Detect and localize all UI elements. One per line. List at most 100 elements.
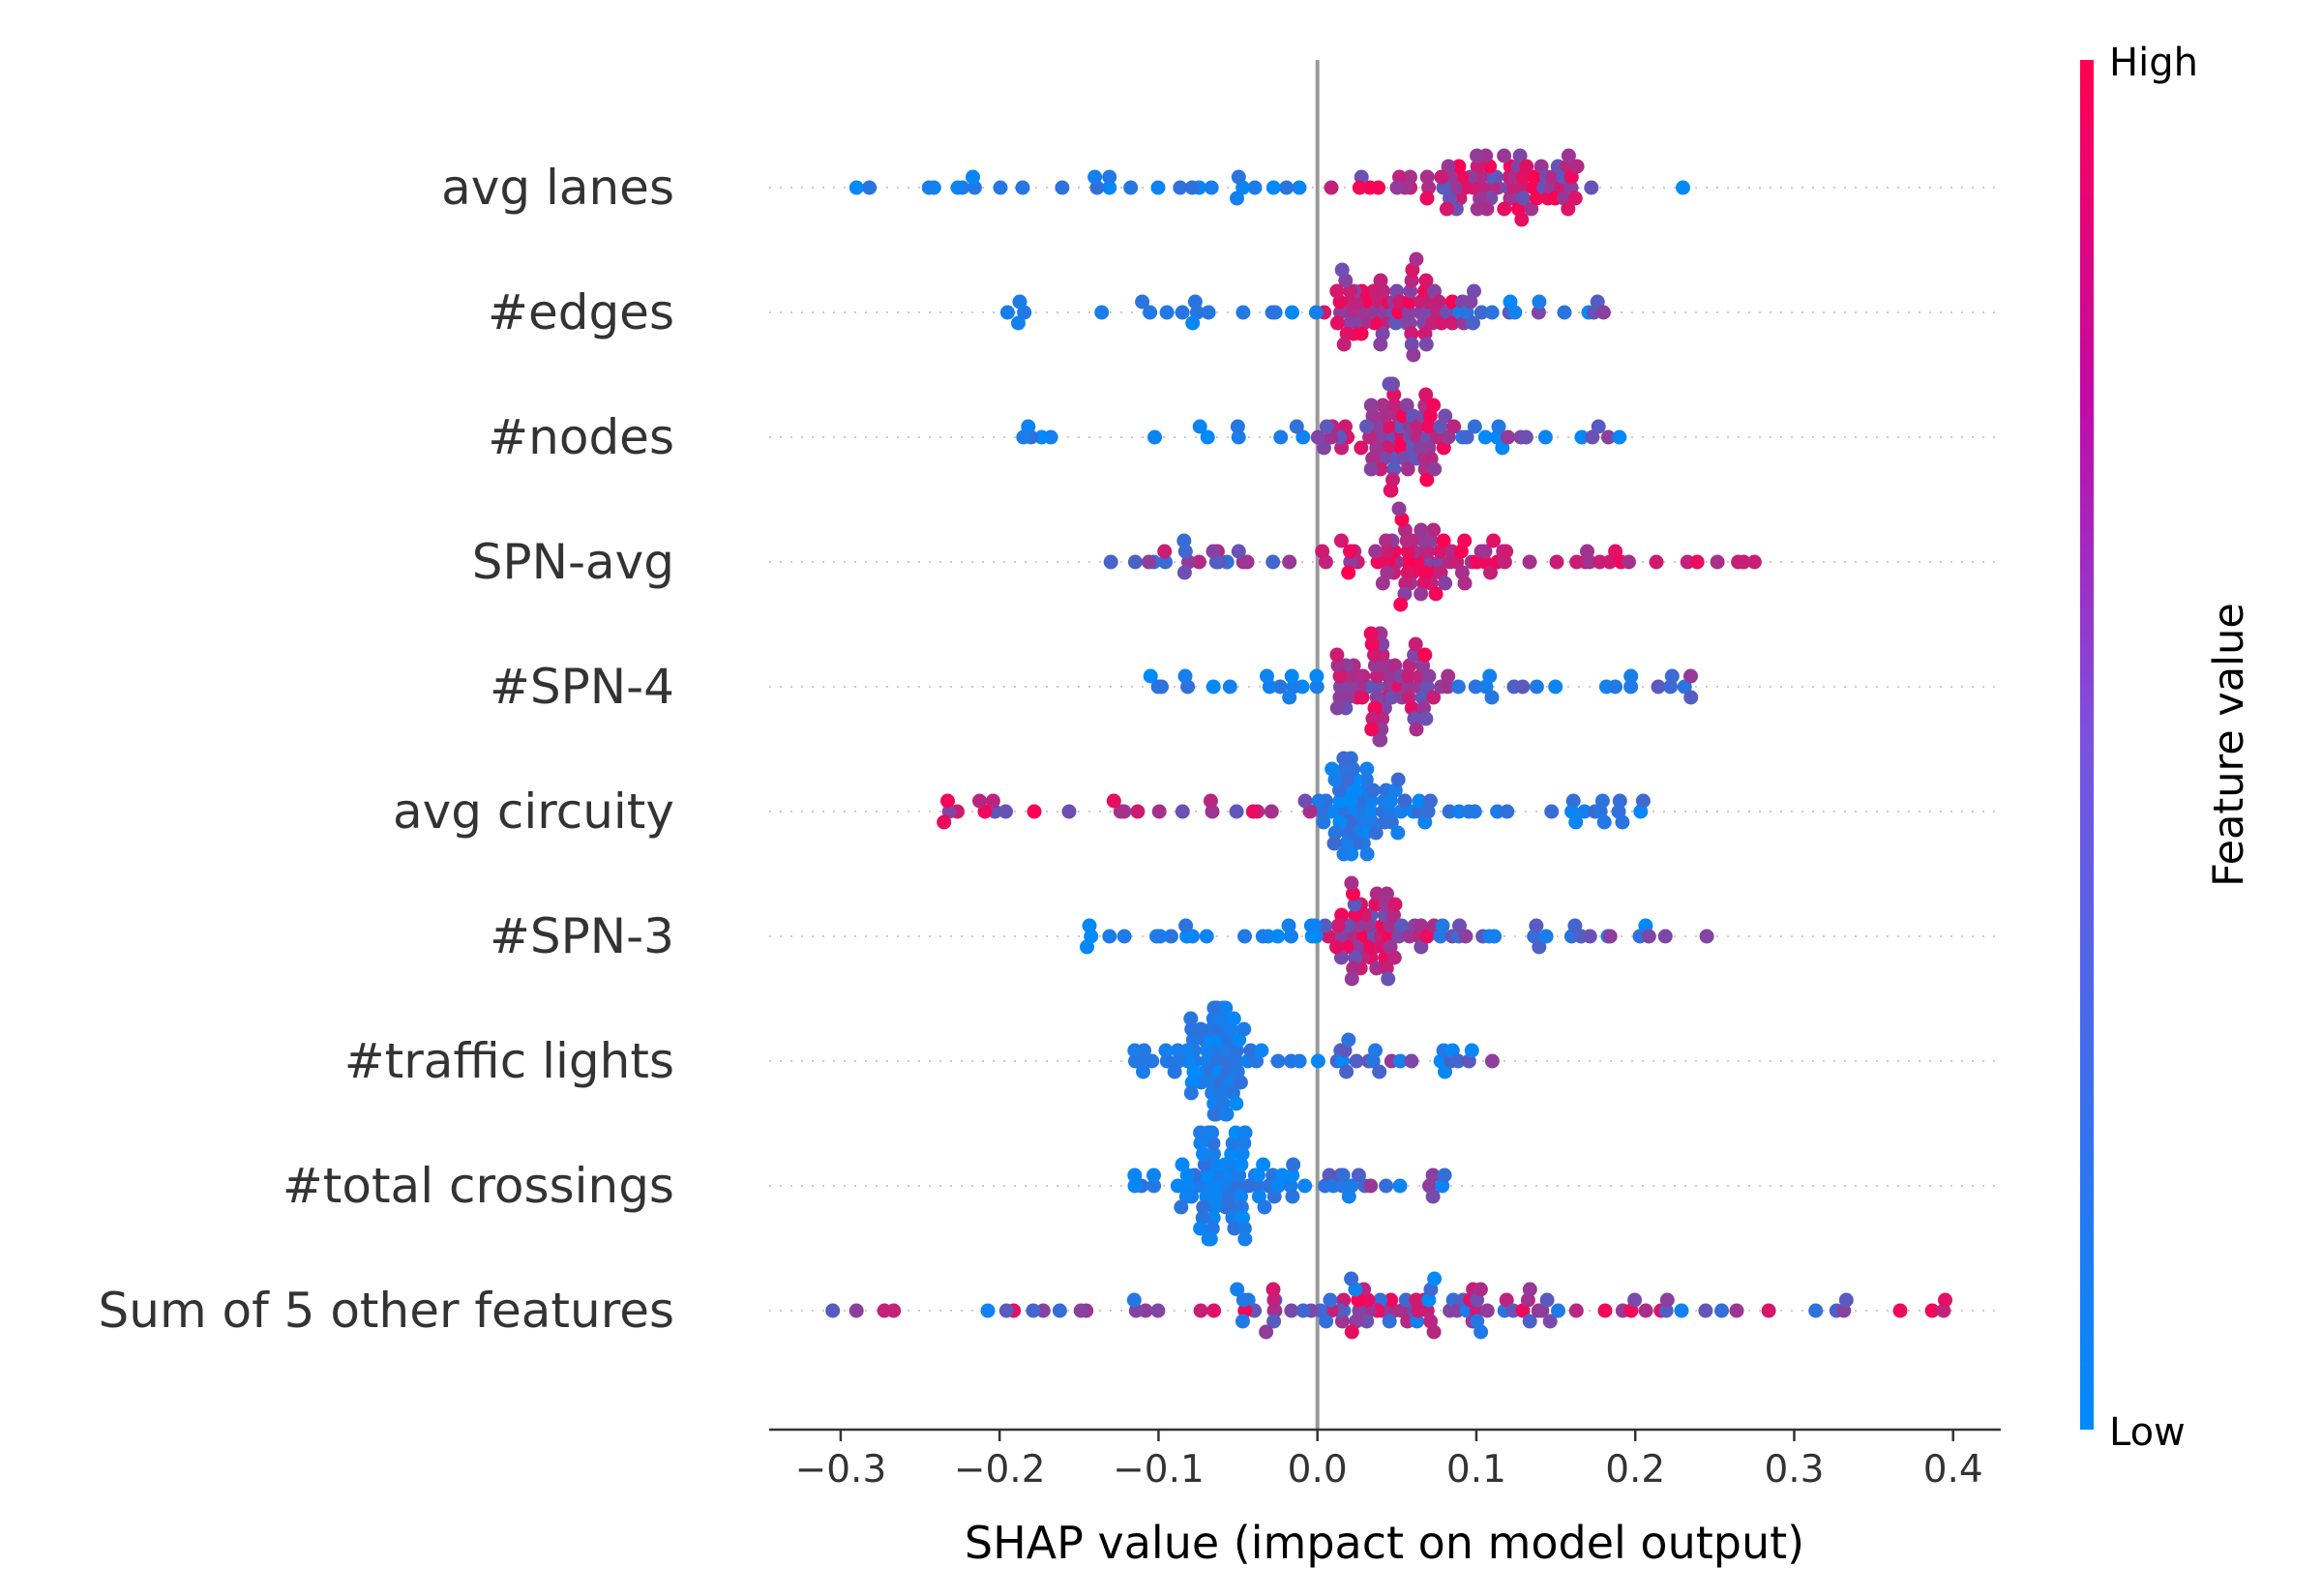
feature-label: avg circuity: [393, 783, 674, 840]
shap-point: [1729, 1303, 1744, 1318]
shap-point: [1417, 326, 1433, 341]
shap-point: [1590, 294, 1605, 310]
shap-point: [1236, 1136, 1252, 1151]
shap-point: [1432, 554, 1447, 570]
shap-point: [1365, 783, 1381, 798]
x-tick-label: −0.1: [1113, 1448, 1205, 1492]
shap-point: [1206, 544, 1221, 559]
shap-point: [1223, 1157, 1238, 1172]
shap-point: [1235, 305, 1251, 320]
shap-point: [1265, 554, 1281, 570]
feature-label: Sum of 5 other features: [99, 1283, 674, 1339]
shap-point: [1428, 586, 1444, 602]
shap-point: [1341, 565, 1356, 580]
colorbar: High Low Feature value: [2080, 41, 2253, 1455]
shap-point: [1567, 191, 1583, 206]
shap-point: [1674, 1303, 1689, 1318]
shap-point: [1234, 1157, 1249, 1172]
shap-point: [1522, 1314, 1537, 1329]
shap-point: [1224, 1146, 1239, 1162]
feature-label: #total crossings: [283, 1158, 674, 1214]
shap-point: [1150, 679, 1166, 695]
shap-point: [1390, 825, 1406, 841]
shap-point: [1325, 761, 1340, 777]
feature-label: #traffic lights: [344, 1033, 674, 1089]
shap-point: [1367, 658, 1383, 673]
shap-point: [1206, 1146, 1221, 1162]
shap-point: [1256, 1157, 1271, 1172]
shap-point: [1175, 1157, 1190, 1172]
shap-point: [1565, 793, 1581, 809]
shap-point: [1234, 1189, 1248, 1204]
shap-point: [1710, 554, 1725, 570]
shap-point: [1230, 1282, 1245, 1297]
shap-point: [1392, 1178, 1408, 1194]
shap-point: [1344, 1271, 1359, 1286]
shap-point: [1514, 212, 1530, 227]
shap-point: [1297, 793, 1313, 809]
shap-point: [1677, 679, 1692, 695]
shap-point: [1641, 929, 1656, 944]
shap-point: [1146, 1167, 1161, 1183]
shap-point: [1531, 305, 1546, 320]
shap-point: [1186, 1064, 1202, 1079]
shap-point: [1484, 690, 1500, 705]
shap-point: [1458, 929, 1474, 944]
shap-point: [1205, 804, 1220, 819]
shap-point: [1426, 398, 1442, 413]
shap-point: [1474, 1324, 1489, 1340]
shap-point: [1197, 1157, 1212, 1172]
shap-point: [1183, 1085, 1199, 1101]
shap-point: [1337, 761, 1353, 777]
shap-point: [1027, 804, 1042, 819]
shap-point: [1227, 1221, 1242, 1236]
shap-point: [1229, 804, 1244, 819]
shap-point: [1219, 1107, 1235, 1122]
shap-point: [1266, 1292, 1282, 1308]
shap-point: [1176, 533, 1192, 548]
shap-point: [1373, 273, 1388, 288]
shap-point: [1574, 429, 1590, 445]
shap-point: [1372, 732, 1387, 748]
shap-point: [1399, 533, 1414, 548]
shap-point: [1231, 429, 1246, 445]
shap-point: [921, 180, 937, 195]
shap-point: [1444, 1043, 1460, 1058]
shap-point: [1470, 159, 1485, 174]
shap-point: [1265, 180, 1281, 195]
x-tick-label: 0.3: [1764, 1448, 1824, 1492]
x-axis-ticks: −0.3 −0.2 −0.1 0.0 0.1 0.2 0.3 0.4: [795, 1430, 1983, 1492]
shap-point: [1363, 626, 1379, 641]
shap-point: [1102, 180, 1117, 195]
shap-point: [1398, 576, 1414, 591]
shap-point: [1418, 387, 1434, 402]
shap-point: [1418, 337, 1434, 352]
shap-point: [1201, 305, 1216, 320]
shap-point: [1568, 814, 1584, 830]
shap-point: [1924, 1303, 1940, 1318]
shap-point: [1289, 419, 1304, 434]
shap-point: [1459, 429, 1474, 445]
shap-point: [1136, 1064, 1150, 1079]
shap-point: [1272, 679, 1288, 695]
shap-point: [1329, 315, 1345, 331]
shap-point: [1393, 597, 1409, 612]
shap-point: [1383, 483, 1398, 498]
shap-point: [1507, 305, 1523, 320]
shap-point: [1518, 429, 1533, 445]
shap-point: [1400, 461, 1415, 477]
shap-point: [1658, 1303, 1674, 1318]
shap-point: [1282, 690, 1297, 705]
shap-point: [1516, 191, 1531, 206]
shap-point: [940, 793, 955, 809]
shap-point: [1319, 1314, 1334, 1329]
shap-point: [1409, 722, 1424, 737]
shap-point: [1394, 918, 1410, 933]
shap-point: [1417, 544, 1433, 559]
shap-point: [1363, 804, 1379, 819]
shap-points: [825, 148, 1952, 1340]
colorbar-low-label: Low: [2109, 1410, 2186, 1455]
shap-point: [1185, 315, 1201, 331]
shap-point: [1309, 679, 1325, 695]
shap-point: [825, 1303, 841, 1318]
